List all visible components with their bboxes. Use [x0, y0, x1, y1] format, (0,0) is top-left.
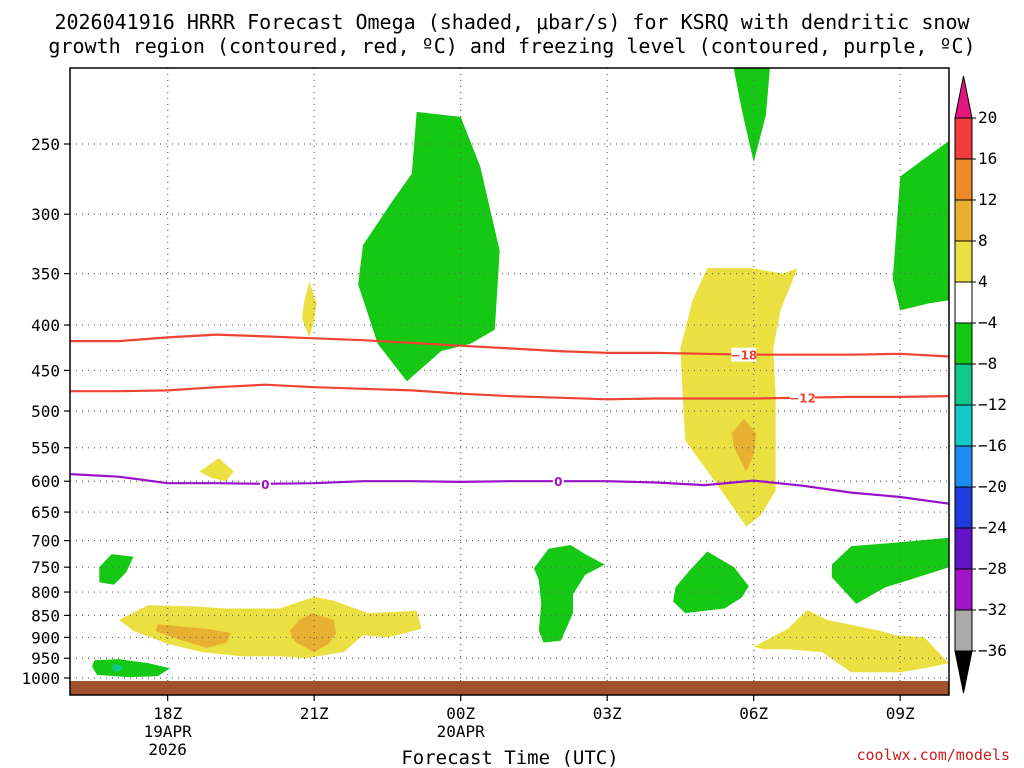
- colorbar-label-3: 8: [978, 231, 988, 250]
- contour-label-freezing-level-0: 0: [261, 478, 269, 492]
- colorbar-bin-4: [954, 240, 973, 283]
- omega-region-green-top-0530z: [733, 68, 770, 163]
- colorbar-label-11: −28: [978, 559, 1007, 578]
- omega-region-green-right-lower: [831, 537, 949, 604]
- omega-region-yellow-small-2050z: [302, 281, 317, 338]
- contour-freezing-level: [70, 473, 949, 505]
- colorbar-bin-9: [954, 445, 973, 488]
- omega-region-green-lowest-left: [92, 659, 171, 678]
- contour-dgz-minus18: [70, 333, 949, 358]
- y-tick-label-300: 300: [31, 205, 60, 224]
- colorbar-bin-5: [954, 281, 973, 324]
- x-axis-label: Forecast Time (UTC): [401, 747, 618, 768]
- colorbar-top-arrow: [954, 75, 973, 119]
- x-tick-label-18Z: 18Z: [153, 704, 182, 723]
- x-tick-sublabel-00Z-0: 20APR: [437, 722, 486, 741]
- colorbar-bin-3: [954, 199, 973, 242]
- contour-label-freezing-level-1: 0: [554, 475, 562, 489]
- colorbar-bin-10: [954, 486, 973, 529]
- contour-label-bg-dgz-minus12-0: [790, 390, 815, 405]
- contour-label-dgz-minus12-0: −12: [789, 392, 816, 406]
- contour-label-dgz-minus18-0: −18: [731, 349, 758, 363]
- contour-label-bg-freezing-level-1: [552, 474, 564, 489]
- omega-region-green-1700z: [99, 554, 134, 585]
- omega-region-orange-low-2100z: [289, 613, 337, 653]
- y-tick-label-550: 550: [31, 439, 60, 458]
- x-tick-label-06Z: 06Z: [739, 704, 768, 723]
- y-axis-pressure: 250 300 350 400 450 500 550 600 650 700 750 800 850 9…: [21, 135, 70, 688]
- colorbar-bin-8: [954, 404, 973, 447]
- credit-link[interactable]: coolwx.com/models: [856, 746, 1010, 764]
- plot-background: [70, 68, 949, 695]
- colorbar-label-8: −16: [978, 436, 1007, 455]
- colorbar-bin-13: [954, 609, 973, 652]
- omega-region-green-right-upper: [892, 140, 949, 311]
- omega-region-green-mid-2230z: [358, 111, 500, 382]
- y-tick-label-650: 650: [31, 503, 60, 522]
- y-tick-label-750: 750: [31, 558, 60, 577]
- colorbar-label-9: −20: [978, 477, 1007, 496]
- colorbar-bin-11: [954, 527, 973, 570]
- contour-label-bg-dgz-minus18-0: [731, 347, 757, 362]
- colorbar-label-1: 16: [978, 149, 997, 168]
- y-tick-label-250: 250: [31, 135, 60, 154]
- colorbar-legend: 20 16 12 8 4 −4 −8 −12 −16 −20 −24 −28 −32 −36: [954, 75, 1007, 694]
- x-tick-label-21Z: 21Z: [300, 704, 329, 723]
- plot-frame: [69, 67, 950, 696]
- colorbar-bin-7: [954, 363, 973, 406]
- x-tick-label-09Z: 09Z: [886, 704, 915, 723]
- omega-region-teal-dot: [111, 664, 124, 673]
- x-tick-label-00Z: 00Z: [446, 704, 475, 723]
- omega-region-yellow-small-1845z: [199, 458, 234, 482]
- y-tick-label-500: 500: [31, 402, 60, 421]
- colorbar-label-6: −8: [978, 354, 997, 373]
- colorbar-bottom-arrow: [954, 650, 973, 694]
- contour-lines: −18 −12 0 0: [70, 333, 949, 505]
- omega-region-orange-0545z: [731, 418, 757, 472]
- colorbar-label-7: −12: [978, 395, 1007, 414]
- plot-area: −18 −12 0 0: [69, 67, 950, 696]
- y-tick-label-700: 700: [31, 532, 60, 551]
- colorbar-label-12: −32: [978, 600, 1007, 619]
- chart-title-line2: growth region (contoured, red, ºC) and f…: [48, 34, 975, 58]
- x-tick-label-03Z: 03Z: [593, 704, 622, 723]
- y-tick-label-450: 450: [31, 361, 60, 380]
- colorbar-bin-2: [954, 158, 973, 201]
- omega-region-yellow-tall-0530z: [680, 268, 798, 527]
- gridlines: [70, 68, 949, 695]
- y-tick-label-800: 800: [31, 583, 60, 602]
- y-tick-label-350: 350: [31, 265, 60, 284]
- colorbar-label-5: −4: [978, 313, 997, 332]
- colorbar-label-13: −36: [978, 641, 1007, 660]
- x-tick-sublabel-18Z-1: 2026: [148, 740, 187, 759]
- colorbar-label-2: 12: [978, 190, 997, 209]
- chart-title-line1: 2026041916 HRRR Forecast Omega (shaded, …: [54, 10, 970, 34]
- colorbar-label-0: 20: [978, 108, 997, 127]
- omega-region-green-0515z: [673, 551, 749, 614]
- y-tick-label-600: 600: [31, 472, 60, 491]
- y-tick-label-1000: 1000: [21, 669, 60, 688]
- colorbar-bin-12: [954, 568, 973, 611]
- ground-bar: [70, 681, 949, 695]
- x-tick-sublabel-18Z-0: 19APR: [144, 722, 193, 741]
- colorbar-bin-6: [954, 322, 973, 365]
- omega-region-orange-low-1830z: [155, 624, 232, 648]
- y-tick-label-400: 400: [31, 316, 60, 335]
- contour-label-bg-freezing-level-0: [259, 476, 271, 491]
- colorbar-label-4: 4: [978, 272, 988, 291]
- omega-region-green-0200z: [533, 545, 605, 643]
- y-tick-label-900: 900: [31, 628, 60, 647]
- colorbar-bin-1: [954, 117, 973, 160]
- y-tick-label-950: 950: [31, 649, 60, 668]
- y-tick-label-850: 850: [31, 606, 60, 625]
- colorbar-label-10: −24: [978, 518, 1007, 537]
